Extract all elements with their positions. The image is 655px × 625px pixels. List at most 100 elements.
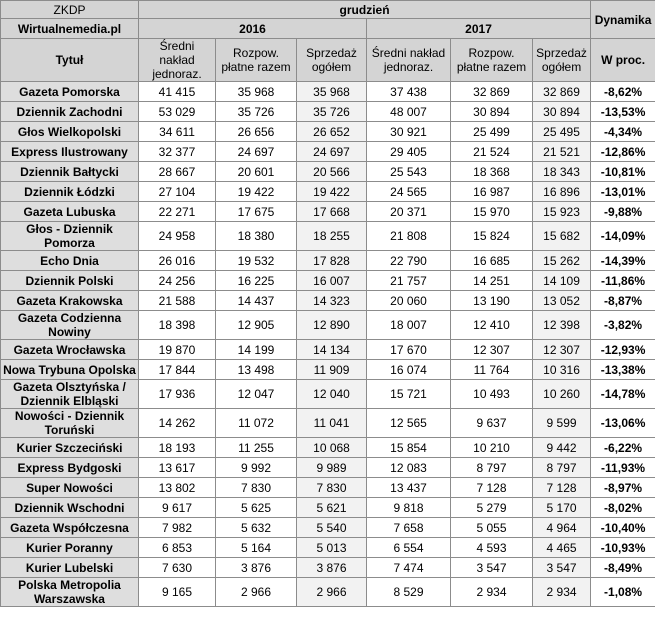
value-cell: 6 853 xyxy=(138,537,216,558)
value-cell: 7 630 xyxy=(138,557,216,578)
value-cell: 10 260 xyxy=(531,379,592,409)
value-cell: 11 255 xyxy=(215,437,297,458)
value-cell: 7 830 xyxy=(215,477,297,498)
value-cell: -1,08% xyxy=(590,577,655,607)
title-cell: Gazeta Wrocławska xyxy=(0,339,139,360)
title-cell: Dziennik Zachodni xyxy=(0,101,139,122)
table-row: Dziennik Bałtycki 28 667 20 601 20 566 25 54… xyxy=(0,161,655,182)
value-cell: 6 554 xyxy=(366,537,451,558)
value-cell: 17 828 xyxy=(296,250,367,271)
value-cell: 3 876 xyxy=(296,557,367,578)
value-cell: -14,09% xyxy=(590,221,655,251)
value-cell: 16 685 xyxy=(450,250,533,271)
value-cell: 9 617 xyxy=(138,497,216,518)
value-cell: -14,78% xyxy=(590,379,655,409)
value-cell: 21 757 xyxy=(366,270,451,291)
title-cell: Nowa Trybuna Opolska xyxy=(0,359,139,380)
title-cell: Gazeta Lubuska xyxy=(0,201,139,222)
value-cell: 21 808 xyxy=(366,221,451,251)
title-cell: Gazeta Pomorska xyxy=(0,81,139,102)
value-cell: -3,82% xyxy=(590,310,655,340)
value-cell: 10 068 xyxy=(296,437,367,458)
value-cell: 13 802 xyxy=(138,477,216,498)
value-cell: 2 934 xyxy=(450,577,533,607)
value-cell: 25 499 xyxy=(450,121,533,142)
value-cell: 21 588 xyxy=(138,290,216,311)
table-row: Głos - Dziennik Pomorza 24 958 18 380 18 25… xyxy=(0,221,655,251)
value-cell: 19 422 xyxy=(296,181,367,202)
value-cell: 24 958 xyxy=(138,221,216,251)
value-cell: 20 601 xyxy=(215,161,297,182)
table-row: Echo Dnia 26 016 19 532 17 828 22 790 16 685 1… xyxy=(0,250,655,271)
value-cell: 9 818 xyxy=(366,497,451,518)
value-cell: 21 524 xyxy=(450,141,533,162)
value-cell: 15 923 xyxy=(531,201,592,222)
value-cell: 14 262 xyxy=(138,408,216,438)
value-cell: 25 543 xyxy=(366,161,451,182)
title-cell: Kurier Szczeciński xyxy=(0,437,139,458)
value-cell: 3 547 xyxy=(450,557,533,578)
table-row: Nowości - Dziennik Toruński 14 262 11 072 1… xyxy=(0,408,655,438)
table-row: Polska Metropolia Warszawska 9 165 2 966 2 … xyxy=(0,577,655,607)
value-cell: 8 529 xyxy=(366,577,451,607)
value-cell: 14 109 xyxy=(531,270,592,291)
value-cell: -13,53% xyxy=(590,101,655,122)
table-row: Dziennik Łódzki 27 104 19 422 19 422 24 565 1… xyxy=(0,181,655,202)
period-header: grudzień xyxy=(137,0,592,19)
value-cell: 11 072 xyxy=(215,408,297,438)
value-cell: 16 074 xyxy=(366,359,451,380)
value-cell: 12 398 xyxy=(531,310,592,340)
value-cell: 8 797 xyxy=(450,457,533,478)
value-cell: 5 540 xyxy=(296,517,367,538)
value-cell: 22 271 xyxy=(138,201,216,222)
value-cell: 41 415 xyxy=(138,81,216,102)
value-cell: -10,81% xyxy=(590,161,655,182)
value-cell: 18 343 xyxy=(531,161,592,182)
value-cell: -12,86% xyxy=(590,141,655,162)
column-header-row: Tytuł Średni nakład jednoraz. Rozpow. płat… xyxy=(0,38,655,82)
value-cell: -11,86% xyxy=(590,270,655,291)
value-cell: 12 565 xyxy=(366,408,451,438)
value-cell: 16 987 xyxy=(450,181,533,202)
value-cell: -11,93% xyxy=(590,457,655,478)
value-cell: 12 040 xyxy=(296,379,367,409)
value-cell: -8,62% xyxy=(590,81,655,102)
title-cell: Polska Metropolia Warszawska xyxy=(0,577,139,607)
title-cell: Kurier Poranny xyxy=(0,537,139,558)
change-header: Dynamika xyxy=(590,0,655,39)
title-cell: Nowości - Dziennik Toruński xyxy=(0,408,139,438)
value-cell: 17 844 xyxy=(138,359,216,380)
value-cell: 35 968 xyxy=(296,81,367,102)
value-cell: 24 256 xyxy=(138,270,216,291)
table-row: Express Bydgoski 13 617 9 992 9 989 12 083 8 … xyxy=(0,457,655,478)
value-cell: 32 869 xyxy=(531,81,592,102)
value-cell: 20 060 xyxy=(366,290,451,311)
value-cell: 7 658 xyxy=(366,517,451,538)
column-header: Sprzedaż ogółem xyxy=(296,38,367,82)
value-cell: 25 495 xyxy=(531,121,592,142)
title-cell: Gazeta Współczesna xyxy=(0,517,139,538)
title-cell: Super Nowości xyxy=(0,477,139,498)
value-cell: 34 611 xyxy=(138,121,216,142)
value-cell: -13,38% xyxy=(590,359,655,380)
table-row: Gazeta Krakowska 21 588 14 437 14 323 20 060… xyxy=(0,290,655,311)
value-cell: 13 498 xyxy=(215,359,297,380)
value-cell: 24 697 xyxy=(296,141,367,162)
value-cell: 32 377 xyxy=(138,141,216,162)
value-cell: 17 670 xyxy=(366,339,451,360)
table-row: Gazeta Pomorska 41 415 35 968 35 968 37 438 3… xyxy=(0,81,655,102)
value-cell: 5 632 xyxy=(215,517,297,538)
value-cell: 35 726 xyxy=(296,101,367,122)
value-cell: 26 016 xyxy=(138,250,216,271)
value-cell: 21 521 xyxy=(531,141,592,162)
value-cell: 14 323 xyxy=(296,290,367,311)
value-cell: 12 307 xyxy=(450,339,533,360)
value-cell: 12 410 xyxy=(450,310,533,340)
title-cell: Gazeta Codzienna Nowiny xyxy=(0,310,139,340)
value-cell: 16 007 xyxy=(296,270,367,291)
value-cell: 15 970 xyxy=(450,201,533,222)
value-cell: 11 909 xyxy=(296,359,367,380)
value-cell: 26 652 xyxy=(296,121,367,142)
value-cell: -13,06% xyxy=(590,408,655,438)
